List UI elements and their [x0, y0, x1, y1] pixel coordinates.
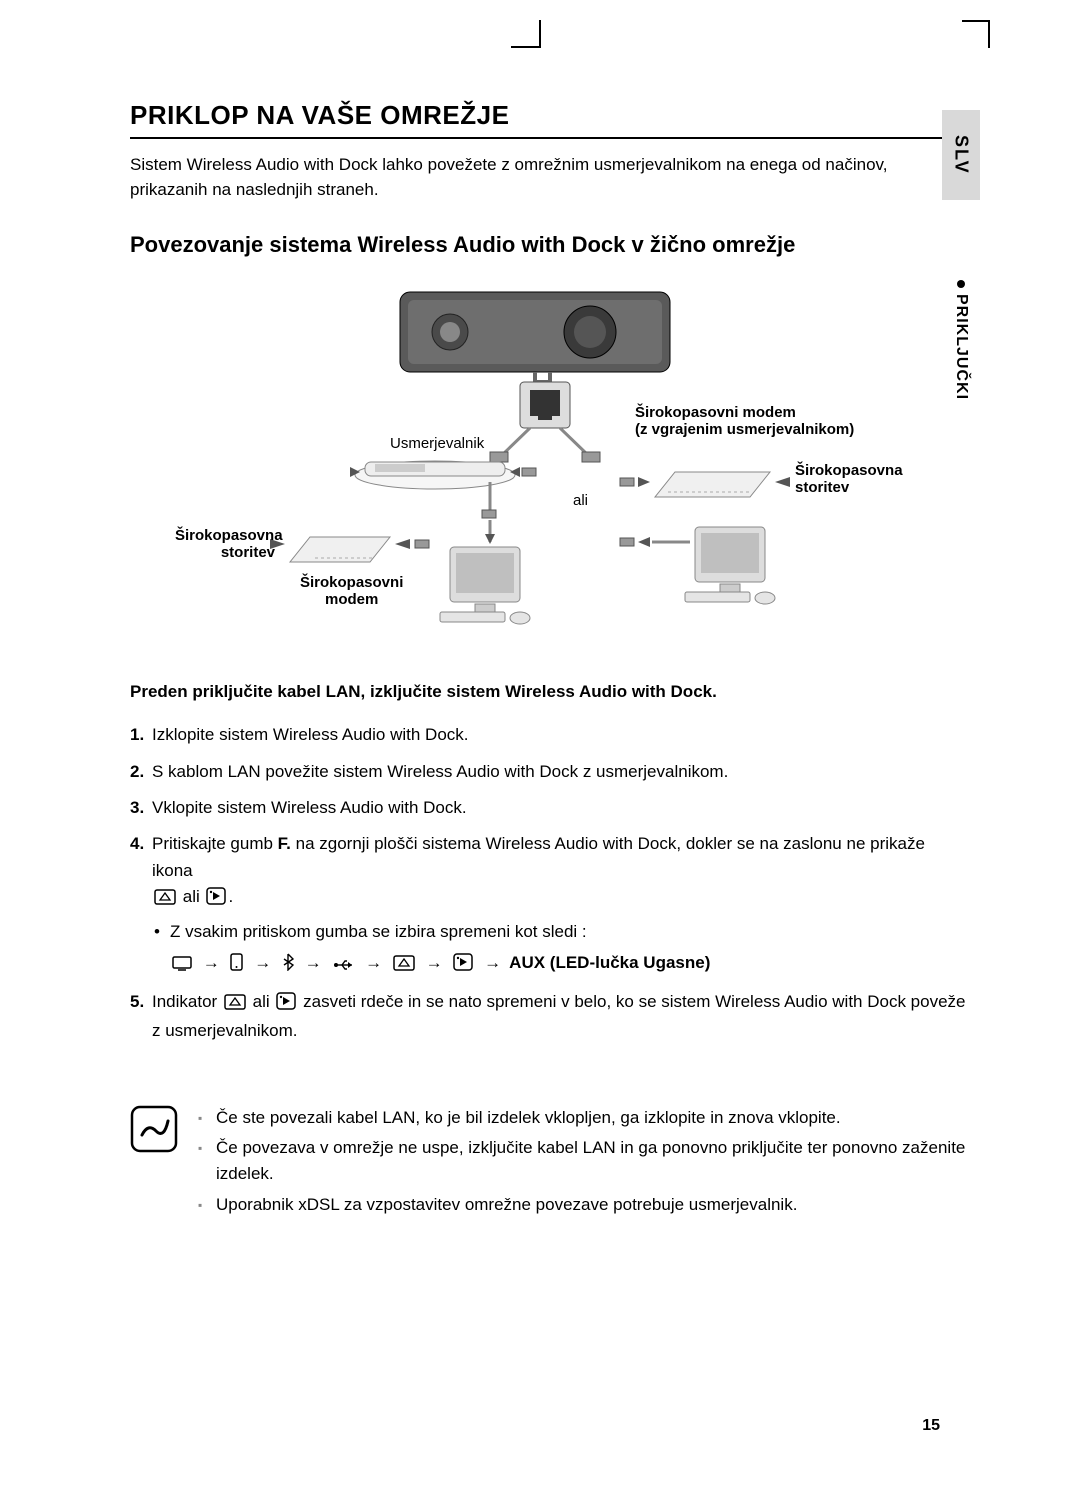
pre-steps-note: Preden priključite kabel LAN, izključite…: [130, 682, 970, 702]
lan-icon: [393, 953, 415, 979]
bluetooth-icon: [282, 953, 294, 979]
language-tab-label: SLV: [951, 135, 972, 175]
page-container: SLV PRIKLJUČKI PRIKLOP NA VAŠE OMREŽJE S…: [0, 0, 1080, 1495]
seq-aux-label: AUX (LED-lučka Ugasne): [509, 953, 710, 972]
mode-sequence: → → → → → → AUX (LED-lučka Ugasne): [152, 950, 970, 979]
arrow-icon: →: [203, 953, 220, 972]
page-number: 15: [922, 1417, 940, 1435]
step-4: Pritiskajte gumb F. na zgornji plošči si…: [130, 831, 970, 979]
arrow-icon: →: [484, 953, 501, 972]
diagram-label-or: ali: [573, 492, 588, 509]
arrow-icon: →: [426, 953, 443, 972]
note-callout: Če ste povezali kabel LAN, ko je bil izd…: [130, 1105, 970, 1222]
network-diagram: Usmerjevalnik Širokopasovni modem (z vgr…: [190, 282, 910, 642]
phone-icon: [230, 953, 243, 979]
note-item-3: Uporabnik xDSL za vzpostavitev omrežne p…: [198, 1192, 970, 1218]
diagram-label-modem: Širokopasovni modem: [300, 574, 403, 608]
diagram-label-service-right: Širokopasovna storitev: [795, 462, 903, 496]
tv-icon: [172, 953, 192, 979]
lan-play-icon: [206, 887, 226, 913]
f-key-label: F.: [278, 834, 291, 853]
section-side-label: PRIKLJUČKI: [942, 280, 980, 460]
note-icon: [130, 1105, 178, 1153]
section-side-text: PRIKLJUČKI: [953, 294, 970, 400]
usb-icon: [332, 953, 354, 979]
lan-icon: [224, 992, 246, 1018]
arrow-icon: →: [254, 953, 271, 972]
steps-list: Izklopite sistem Wireless Audio with Doc…: [130, 722, 970, 1044]
step-4-sub: Z vsakim pritiskom gumba se izbira sprem…: [152, 919, 970, 945]
section-subtitle: Povezovanje sistema Wireless Audio with …: [130, 232, 970, 258]
note-item-1: Če ste povezali kabel LAN, ko je bil izd…: [198, 1105, 970, 1131]
step-5: Indikator ali zasveti rdeče in se nato s…: [130, 989, 970, 1045]
note-list: Če ste povezali kabel LAN, ko je bil izd…: [198, 1105, 970, 1222]
language-tab: SLV: [942, 110, 980, 200]
arrow-icon: →: [305, 953, 322, 972]
lan-play-icon: [453, 953, 473, 979]
note-item-2: Če povezava v omrežje ne uspe, izključit…: [198, 1135, 970, 1188]
diagram-label-service-left: Širokopasovna storitev: [175, 527, 275, 561]
lan-play-icon: [276, 992, 296, 1018]
arrow-icon: →: [365, 953, 382, 972]
step-3: Vklopite sistem Wireless Audio with Dock…: [130, 795, 970, 821]
bullet-icon: [957, 280, 965, 288]
step-1: Izklopite sistem Wireless Audio with Doc…: [130, 722, 970, 748]
lan-icon: [154, 887, 176, 913]
step-2: S kablom LAN povežite sistem Wireless Au…: [130, 759, 970, 785]
page-title: PRIKLOP NA VAŠE OMREŽJE: [130, 100, 970, 139]
intro-paragraph: Sistem Wireless Audio with Dock lahko po…: [130, 153, 920, 202]
diagram-label-router: Usmerjevalnik: [390, 435, 484, 452]
diagram-label-modem-router: Širokopasovni modem (z vgrajenim usmerje…: [635, 404, 854, 438]
